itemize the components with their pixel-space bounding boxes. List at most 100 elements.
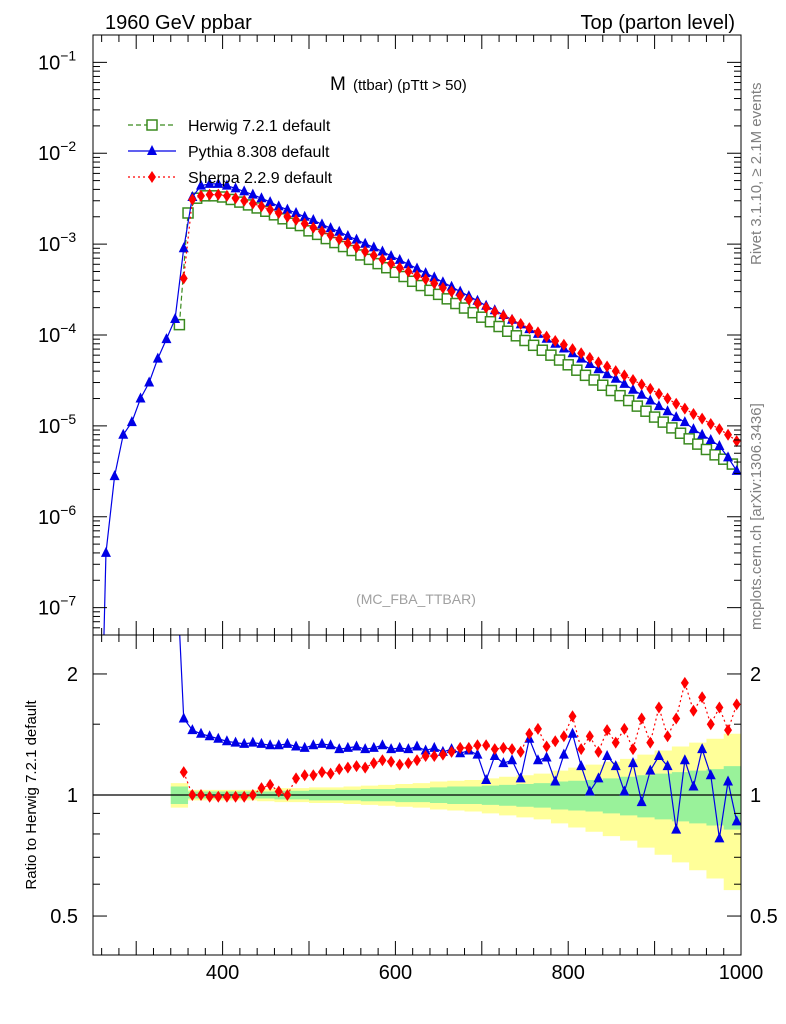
data-point-pythia <box>256 192 267 203</box>
data-point-pythia <box>705 433 716 444</box>
ratio-ylabel: Ratio to Herwig 7.2.1 default <box>23 700 40 890</box>
plot-subtitle: (ttbar) (pTtt > 50) <box>353 77 467 94</box>
data-point-sherpa <box>421 273 430 286</box>
data-point-sherpa <box>724 428 733 441</box>
data-point-sherpa <box>646 382 655 395</box>
x-tick-label: 1000 <box>719 962 764 984</box>
data-point-herwig <box>146 119 158 131</box>
data-point-sherpa <box>378 253 387 266</box>
data-point-pythia <box>653 750 664 761</box>
series-line <box>178 195 733 465</box>
data-point-sherpa <box>317 766 326 779</box>
data-point-pythia <box>420 267 431 278</box>
data-point-sherpa <box>637 378 646 391</box>
data-point-sherpa <box>568 710 577 723</box>
data-point-pythia <box>299 741 310 752</box>
data-point-sherpa <box>404 265 413 278</box>
data-point-sherpa <box>197 189 205 202</box>
data-point-herwig <box>173 318 186 331</box>
data-point-sherpa <box>292 213 301 226</box>
data-point-pythia <box>541 751 552 762</box>
data-point-sherpa <box>577 347 586 360</box>
data-point-pythia <box>679 754 690 765</box>
data-point-pythia <box>662 405 673 416</box>
data-point-pythia <box>697 428 708 439</box>
data-point-pythia <box>394 253 405 264</box>
data-point-pythia <box>731 815 741 826</box>
data-point-sherpa <box>438 748 447 761</box>
legend-label: Herwig 7.2.1 default <box>188 118 331 135</box>
data-point-sherpa <box>508 314 517 327</box>
data-point-sherpa <box>698 691 707 704</box>
main-y-axis: 10−7 10−6 10−5 10−4 10−3 10−2 10−1 <box>38 34 741 629</box>
data-point-pythia <box>481 773 492 784</box>
ratio-y-tick-label: 2 <box>67 664 78 686</box>
data-point-sherpa <box>585 351 594 364</box>
data-point-sherpa <box>283 789 292 801</box>
data-point-pythia <box>593 772 604 783</box>
data-point-sherpa <box>516 745 525 758</box>
data-point-pythia <box>174 622 184 632</box>
data-point-pythia <box>731 464 741 475</box>
data-point-pythia <box>161 333 172 344</box>
data-point-sherpa <box>369 757 378 770</box>
y-tick-label: 10−6 <box>38 502 76 529</box>
header-right: Top (parton level) <box>580 12 735 34</box>
data-point-herwig <box>657 416 669 428</box>
data-point-pythia <box>628 757 638 768</box>
main-series-clip <box>100 177 741 635</box>
data-point-sherpa <box>533 326 542 339</box>
data-point-pythia <box>247 188 258 199</box>
data-point-sherpa <box>447 745 456 758</box>
data-point-pythia <box>368 241 379 252</box>
data-point-sherpa <box>309 769 318 782</box>
data-point-pythia <box>645 764 656 775</box>
data-point-pythia <box>147 145 157 155</box>
data-point-pythia <box>679 416 690 427</box>
data-point-pythia <box>567 727 578 738</box>
data-point-sherpa <box>266 203 275 216</box>
rivet-note: Rivet 3.1.10, ≥ 2.1M events <box>748 83 765 266</box>
data-point-sherpa <box>387 257 396 270</box>
series-line-start <box>103 552 107 635</box>
data-point-pythia <box>619 785 630 796</box>
ratio-y-tick-label: 1 <box>67 785 78 807</box>
y-tick-label: 10−2 <box>38 138 76 165</box>
data-point-pythia <box>342 741 353 752</box>
data-point-sherpa <box>732 435 741 448</box>
data-point-pythia <box>653 400 664 411</box>
y-tick-label: 10−3 <box>38 229 76 256</box>
data-point-pythia <box>662 760 673 771</box>
data-point-pythia <box>239 185 250 196</box>
data-point-sherpa <box>680 402 689 415</box>
data-point-sherpa <box>188 193 197 206</box>
data-point-pythia <box>308 214 319 225</box>
data-point-pythia <box>308 739 319 750</box>
data-point-pythia <box>412 262 422 273</box>
data-point-pythia <box>273 200 284 211</box>
data-point-pythia <box>723 775 734 786</box>
data-point-sherpa <box>413 754 421 767</box>
data-point-pythia <box>437 276 448 287</box>
x-tick-label: 800 <box>552 962 585 984</box>
data-point-sherpa <box>361 245 370 258</box>
ratio-series-layer <box>174 622 741 843</box>
main-series-layer <box>100 177 741 635</box>
data-point-pythia <box>688 780 699 791</box>
data-point-sherpa <box>715 423 724 436</box>
data-point-sherpa <box>464 741 473 754</box>
data-point-sherpa <box>395 758 404 771</box>
data-point-pythia <box>645 394 656 405</box>
data-point-sherpa <box>188 789 197 801</box>
data-point-sherpa <box>508 743 517 756</box>
mcplots-note: mcplots.cern.ch [arXiv:1306.3436] <box>748 403 765 630</box>
data-point-sherpa <box>559 730 568 743</box>
data-point-sherpa <box>214 790 223 803</box>
data-point-pythia <box>368 741 379 752</box>
data-point-sherpa <box>464 293 473 306</box>
data-point-pythia <box>230 736 241 747</box>
data-point-sherpa <box>240 790 249 803</box>
data-point-pythia <box>671 823 682 834</box>
data-point-sherpa <box>413 269 421 282</box>
